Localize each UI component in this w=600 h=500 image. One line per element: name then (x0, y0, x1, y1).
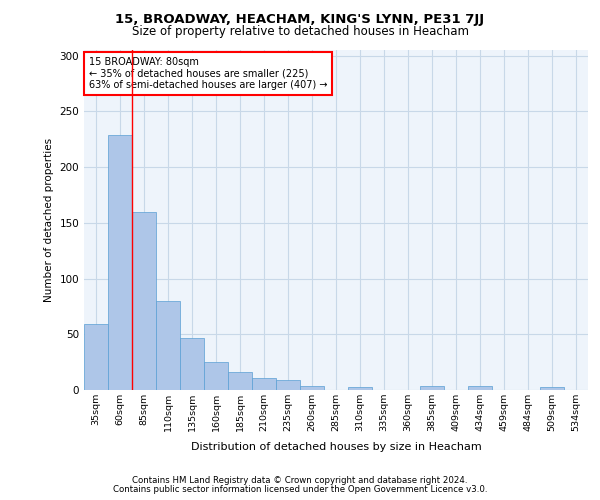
Bar (132, 212, 156, 390)
Bar (180, 338, 204, 390)
Text: 15 BROADWAY: 80sqm
← 35% of detached houses are smaller (225)
63% of semi-detach: 15 BROADWAY: 80sqm ← 35% of detached hou… (89, 57, 328, 90)
Bar (84, 324, 108, 390)
Bar (300, 386, 324, 390)
Y-axis label: Number of detached properties: Number of detached properties (44, 138, 54, 302)
Text: Contains public sector information licensed under the Open Government Licence v3: Contains public sector information licen… (113, 484, 487, 494)
Bar (540, 386, 564, 390)
Bar (420, 386, 444, 390)
Bar (348, 386, 372, 390)
Bar (468, 386, 492, 390)
Text: Size of property relative to detached houses in Heacham: Size of property relative to detached ho… (131, 25, 469, 38)
Text: Distribution of detached houses by size in Heacham: Distribution of detached houses by size … (191, 442, 481, 452)
Text: 15, BROADWAY, HEACHAM, KING'S LYNN, PE31 7JJ: 15, BROADWAY, HEACHAM, KING'S LYNN, PE31… (115, 12, 485, 26)
Bar (108, 134, 132, 390)
Bar (228, 372, 252, 390)
Bar (252, 378, 276, 390)
Bar (156, 301, 180, 390)
Bar (276, 380, 300, 390)
Text: Contains HM Land Registry data © Crown copyright and database right 2024.: Contains HM Land Registry data © Crown c… (132, 476, 468, 485)
Bar (204, 362, 228, 390)
